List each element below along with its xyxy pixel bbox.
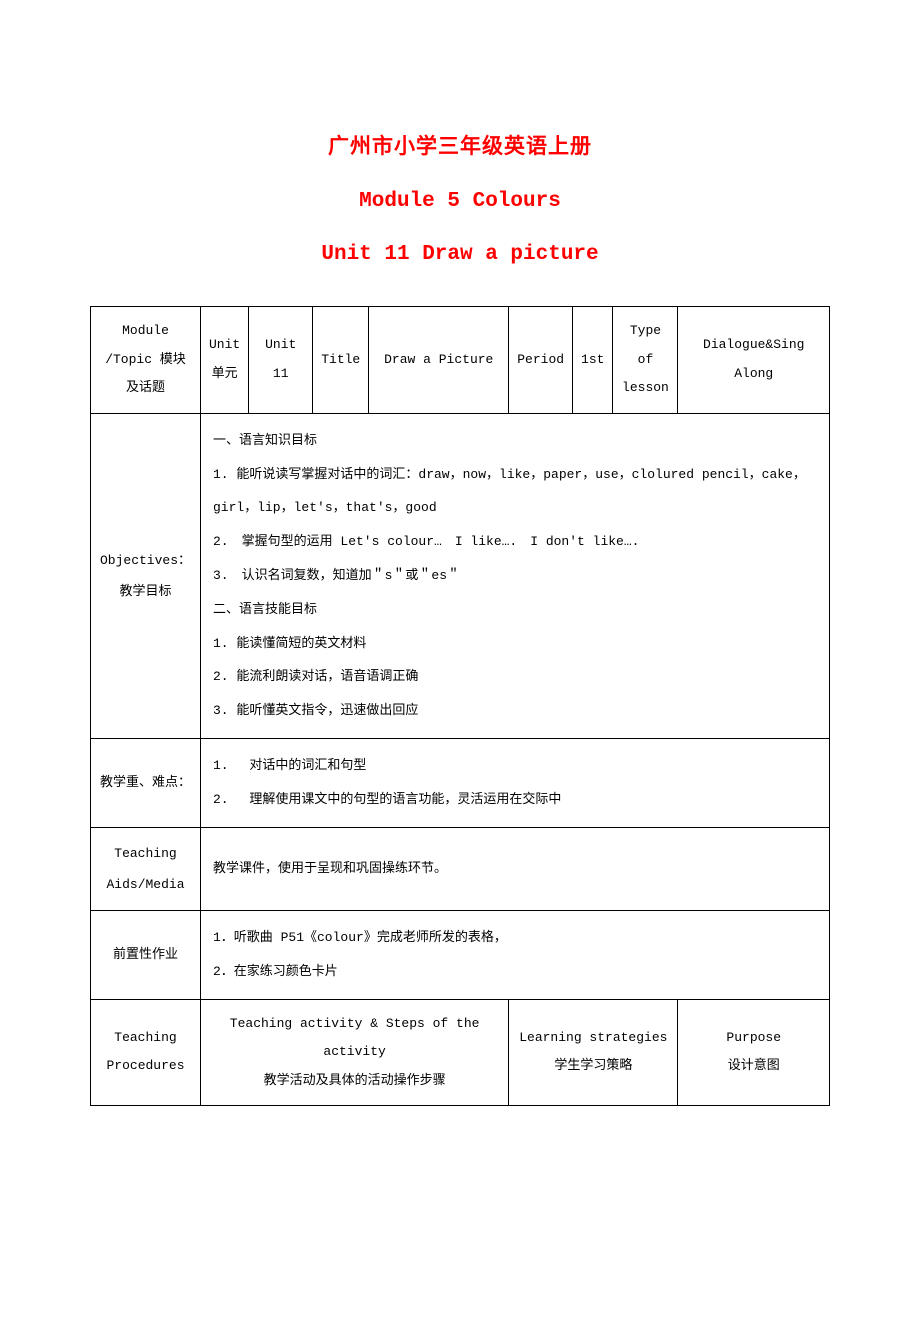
header-period-label: Period — [509, 307, 573, 414]
procedures-col3-line1: Purpose — [686, 1024, 821, 1053]
header-title-value: Draw a Picture — [369, 307, 509, 414]
module-title: Module 5 Colours — [90, 190, 830, 213]
table-header-row: Module /Topic 模块及话题 Unit 单元 Unit 11 Titl… — [91, 307, 830, 414]
objectives-heading1: 一、语言知识目标 — [213, 424, 817, 458]
unit-title: Unit 11 Draw a picture — [90, 243, 830, 266]
keypoints-item1: 1. 对话中的词汇和句型 — [213, 749, 817, 783]
objectives-label: Objectives：教学目标 — [91, 413, 201, 738]
aids-label: Teaching Aids/Media — [91, 827, 201, 910]
procedures-label: Teaching Procedures — [91, 999, 201, 1106]
prework-item1: 1．听歌曲 P51《colour》完成老师所发的表格， — [213, 921, 817, 955]
procedures-col2-line1: Learning strategies — [517, 1024, 669, 1053]
objectives-row: Objectives：教学目标 一、语言知识目标 1. 能听说读写掌握对话中的词… — [91, 413, 830, 738]
aids-content: 教学课件，使用于呈现和巩固操练环节。 — [201, 827, 830, 910]
objectives-item2: 2. 掌握句型的运用 Let's colour… I like…. I don'… — [213, 525, 817, 559]
header-type-value: Dialogue&Sing Along — [678, 307, 830, 414]
procedures-header-row: Teaching Procedures Teaching activity & … — [91, 999, 830, 1106]
header-module-topic: Module /Topic 模块及话题 — [91, 307, 201, 414]
keypoints-item2: 2. 理解使用课文中的句型的语言功能，灵活运用在交际中 — [213, 783, 817, 817]
prework-label: 前置性作业 — [91, 910, 201, 999]
header-title-label: Title — [313, 307, 369, 414]
objectives-item6: 3. 能听懂英文指令，迅速做出回应 — [213, 694, 817, 728]
objectives-item5: 2. 能流利朗读对话，语音语调正确 — [213, 660, 817, 694]
objectives-item3: 3. 认识名词复数，知道加＂s＂或＂es＂ — [213, 559, 817, 593]
keypoints-label: 教学重、难点： — [91, 738, 201, 827]
keypoints-row: 教学重、难点： 1. 对话中的词汇和句型 2. 理解使用课文中的句型的语言功能，… — [91, 738, 830, 827]
header-type-label: Type of lesson — [613, 307, 678, 414]
procedures-col1: Teaching activity & Steps of the activit… — [201, 999, 509, 1106]
header-unit-label: Unit 单元 — [201, 307, 249, 414]
main-title: 广州市小学三年级英语上册 — [90, 130, 830, 160]
header-unit-value: Unit 11 — [249, 307, 313, 414]
prework-content: 1．听歌曲 P51《colour》完成老师所发的表格， 2．在家练习颜色卡片 — [201, 910, 830, 999]
prework-item2: 2．在家练习颜色卡片 — [213, 955, 817, 989]
procedures-col2-line2: 学生学习策略 — [517, 1052, 669, 1081]
objectives-content: 一、语言知识目标 1. 能听说读写掌握对话中的词汇：draw，now，like，… — [201, 413, 830, 738]
prework-row: 前置性作业 1．听歌曲 P51《colour》完成老师所发的表格， 2．在家练习… — [91, 910, 830, 999]
keypoints-content: 1. 对话中的词汇和句型 2. 理解使用课文中的句型的语言功能，灵活运用在交际中 — [201, 738, 830, 827]
objectives-heading2: 二、语言技能目标 — [213, 593, 817, 627]
header-period-value: 1st — [573, 307, 613, 414]
aids-row: Teaching Aids/Media 教学课件，使用于呈现和巩固操练环节。 — [91, 827, 830, 910]
procedures-col3: Purpose 设计意图 — [678, 999, 830, 1106]
procedures-col2: Learning strategies 学生学习策略 — [509, 999, 678, 1106]
procedures-col3-line2: 设计意图 — [686, 1052, 821, 1081]
procedures-col1-line2: 教学活动及具体的活动操作步骤 — [209, 1067, 500, 1096]
objectives-item4: 1. 能读懂简短的英文材料 — [213, 627, 817, 661]
lesson-plan-table: Module /Topic 模块及话题 Unit 单元 Unit 11 Titl… — [90, 306, 830, 1106]
objectives-item1: 1. 能听说读写掌握对话中的词汇：draw，now，like，paper，use… — [213, 458, 817, 526]
procedures-col1-line1: Teaching activity & Steps of the activit… — [209, 1010, 500, 1067]
